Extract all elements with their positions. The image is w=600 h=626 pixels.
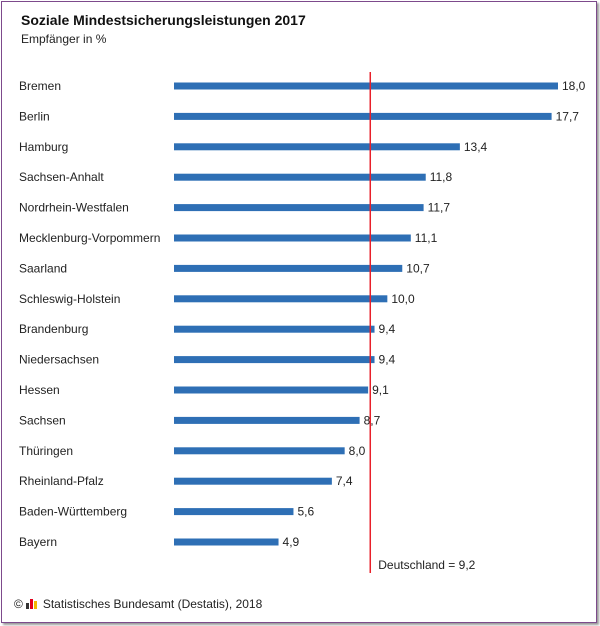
category-label: Brandenburg (19, 322, 88, 336)
bar (174, 112, 552, 120)
category-label: Saarland (19, 261, 67, 275)
category-label: Rheinland-Pfalz (19, 474, 104, 488)
category-label: Niedersachsen (19, 353, 99, 367)
value-label: 10,0 (391, 292, 415, 306)
category-label: Nordrhein-Westfalen (19, 201, 129, 215)
bar (174, 234, 411, 242)
value-label: 11,7 (428, 201, 451, 215)
value-label: 5,6 (297, 505, 314, 519)
logo-bar-1 (25, 603, 29, 609)
value-label: 7,4 (336, 474, 353, 488)
category-label: Thüringen (19, 444, 73, 458)
category-label: Sachsen (19, 413, 66, 427)
bar (174, 295, 388, 303)
value-label: 17,7 (556, 109, 580, 123)
copyright-symbol: © (14, 597, 23, 611)
value-label: 8,7 (364, 413, 381, 427)
category-label: Bayern (19, 535, 57, 549)
value-label: 11,1 (415, 231, 438, 245)
bar (174, 143, 460, 151)
category-label: Sachsen-Anhalt (19, 170, 104, 184)
bar (174, 477, 332, 485)
source-text: Statistisches Bundesamt (Destatis), 2018 (42, 597, 263, 611)
reference-label: Deutschland = 9,2 (378, 558, 475, 572)
value-label: 10,7 (406, 261, 430, 275)
category-label: Hamburg (19, 140, 68, 154)
category-label: Schleswig-Holstein (19, 292, 120, 306)
category-label: Mecklenburg-Vorpommern (19, 231, 160, 245)
value-label: 9,4 (379, 353, 396, 367)
logo-bar-3 (33, 601, 37, 609)
bar (174, 325, 375, 333)
value-label: 9,1 (372, 383, 389, 397)
value-label: 9,4 (379, 322, 396, 336)
category-label: Bremen (19, 79, 61, 93)
category-label: Berlin (19, 109, 50, 123)
bar (174, 356, 375, 364)
logo-bar-2 (29, 599, 33, 609)
chart-subtitle: Empfänger in % (21, 32, 107, 46)
source-footer: © Statistisches Bundesamt (Destatis), 20… (14, 597, 262, 611)
value-label: 4,9 (283, 535, 300, 549)
chart-title: Soziale Mindestsicherungsleistungen 2017 (21, 12, 306, 28)
bar (174, 416, 360, 424)
value-label: 13,4 (464, 140, 488, 154)
bar (174, 508, 294, 516)
bar (174, 204, 424, 212)
category-label: Baden-Württemberg (19, 505, 127, 519)
bar (174, 538, 279, 546)
bar (174, 386, 369, 394)
bar (174, 173, 426, 181)
bar (174, 447, 345, 455)
destatis-logo-icon (25, 599, 38, 609)
bar (174, 264, 403, 272)
bar (174, 82, 558, 90)
value-label: 18,0 (562, 79, 586, 93)
value-label: 11,8 (430, 170, 453, 184)
category-label: Hessen (19, 383, 60, 397)
value-label: 8,0 (349, 444, 366, 458)
